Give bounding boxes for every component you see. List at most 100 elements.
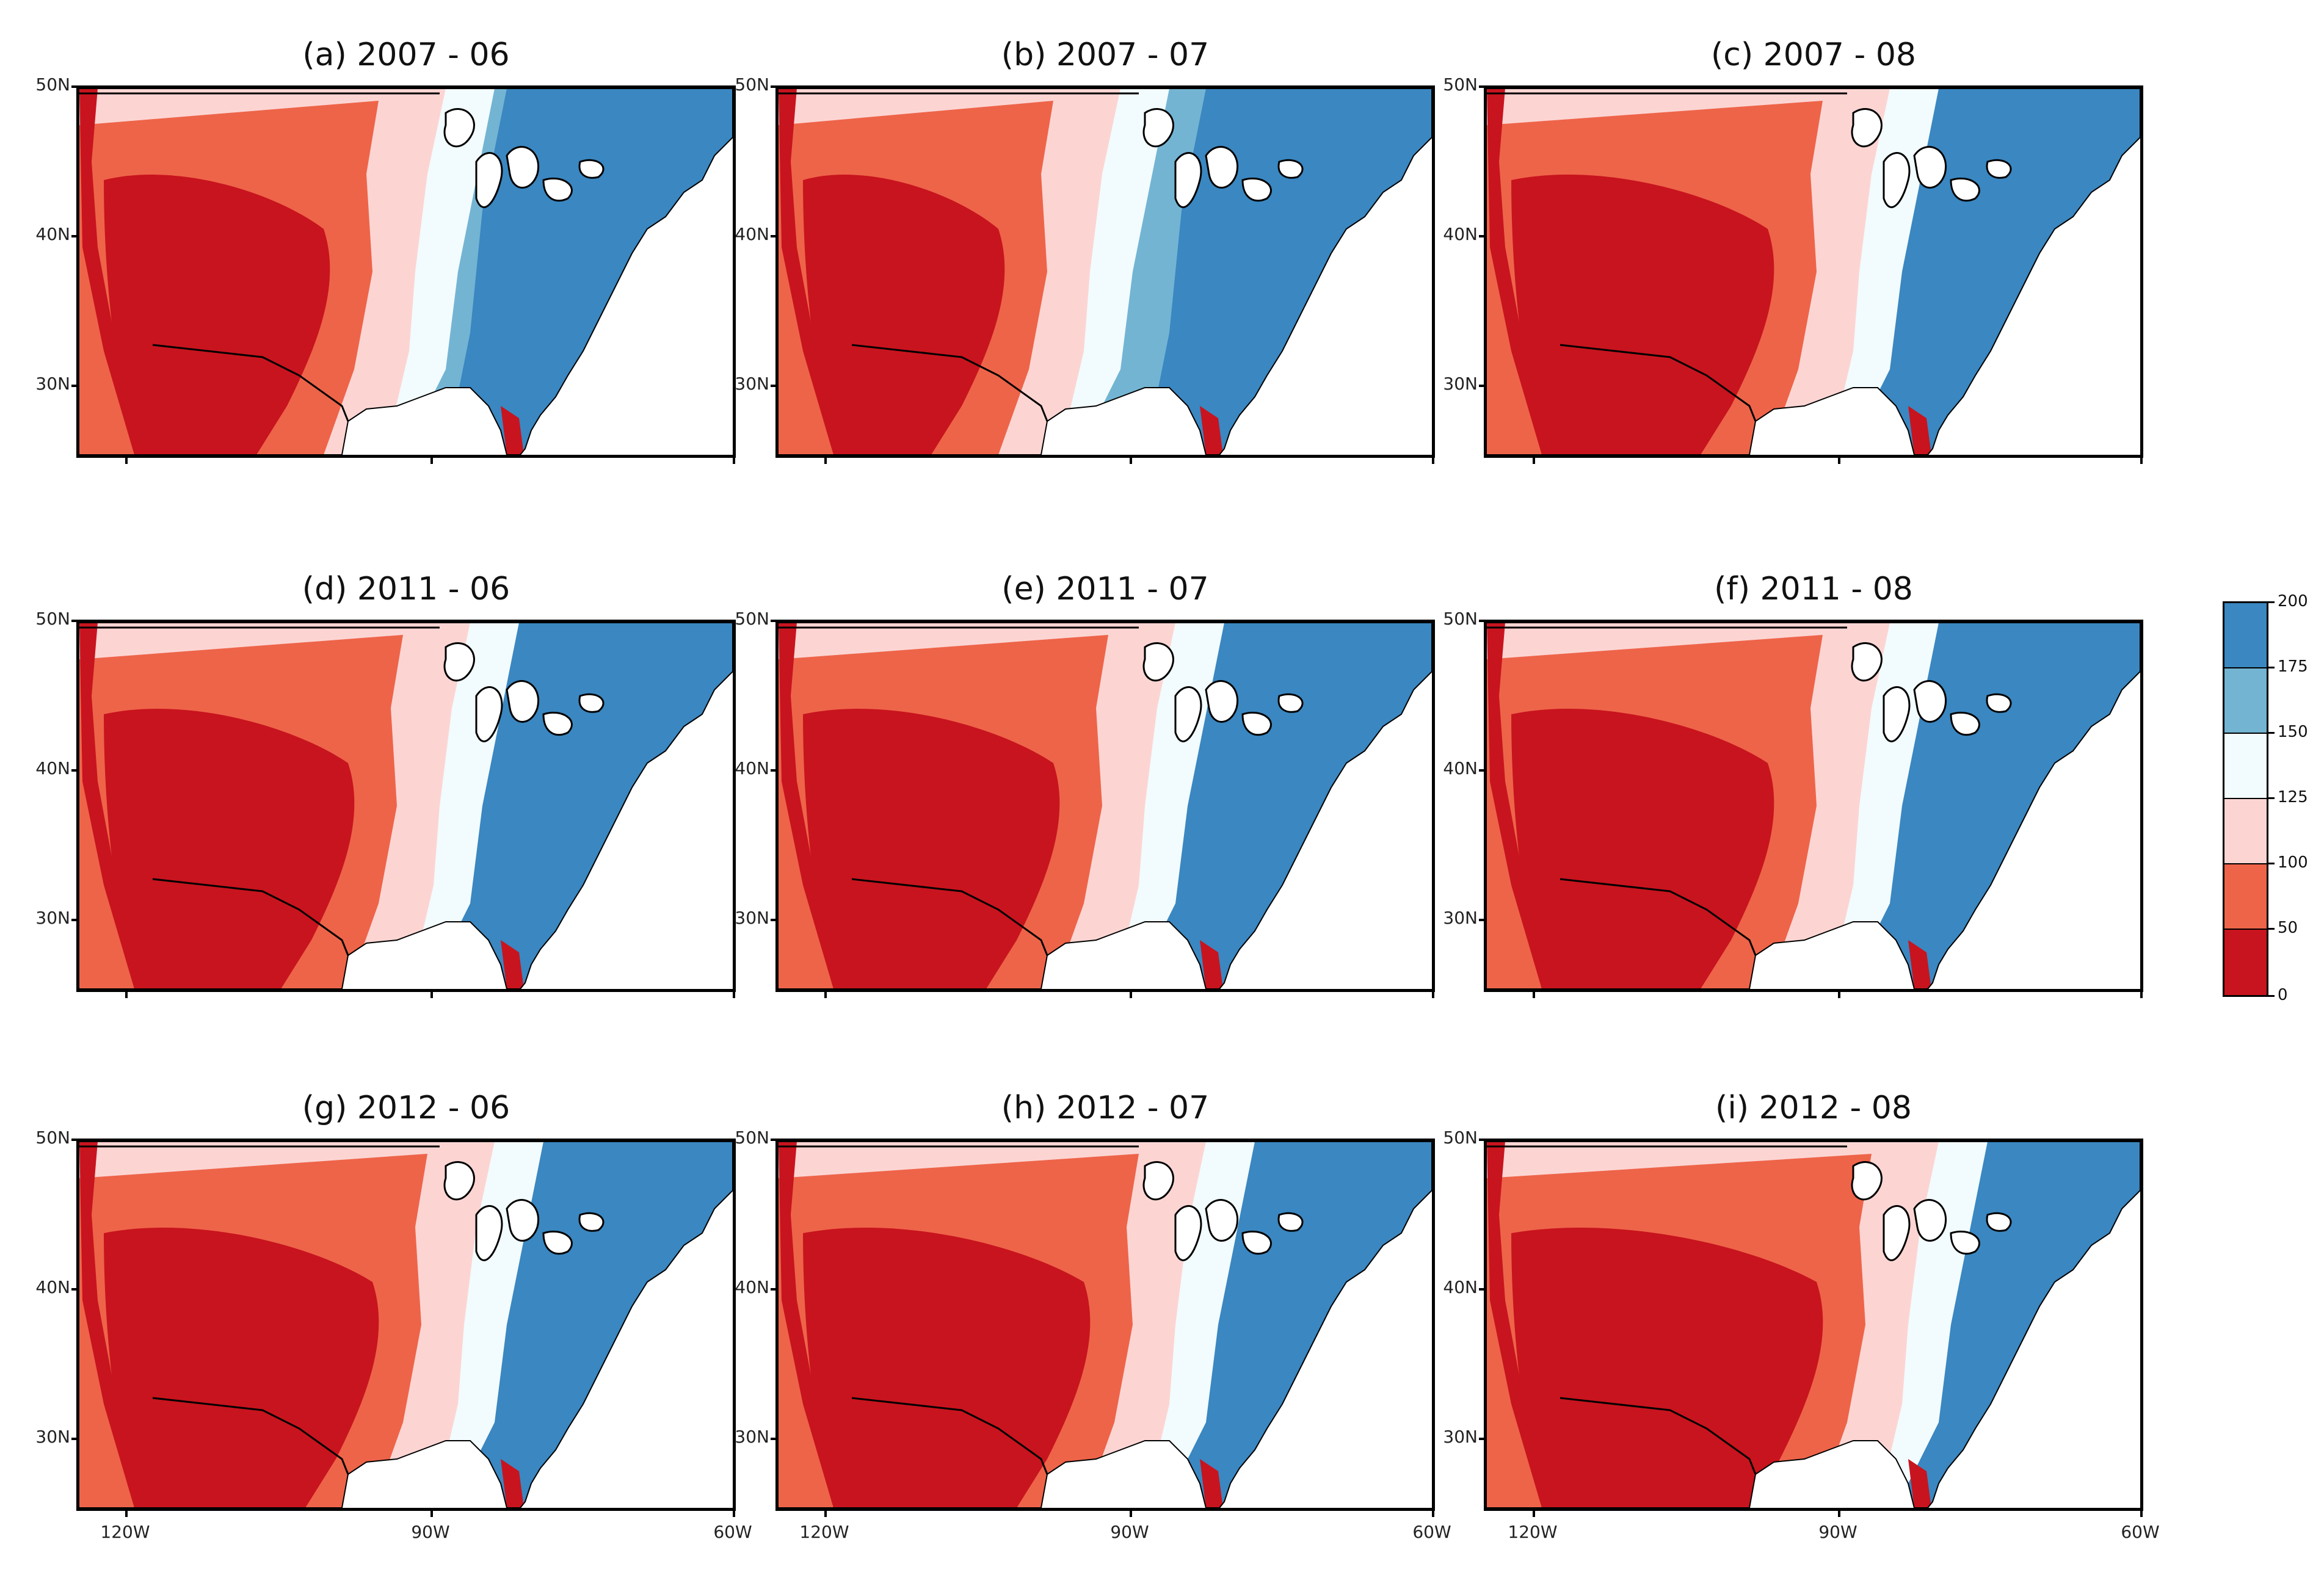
anomaly-map bbox=[1487, 1142, 2140, 1508]
lat-label: 30N bbox=[35, 908, 70, 928]
lon-tick bbox=[1838, 1508, 1840, 1517]
colorbar-label-175: 175 bbox=[2278, 657, 2308, 676]
lon-label: 60W bbox=[2121, 1522, 2160, 1542]
lat-label: 40N bbox=[1443, 1277, 1478, 1297]
coastline bbox=[1487, 1142, 2140, 1508]
great-lake-2 bbox=[1913, 146, 1947, 189]
great-lake-2 bbox=[506, 146, 539, 189]
great-lake-1 bbox=[1174, 152, 1202, 208]
coastline bbox=[79, 623, 733, 989]
lat-label: 30N bbox=[1443, 374, 1478, 394]
lat-label: 50N bbox=[735, 74, 769, 95]
anomaly-contour-3 bbox=[104, 175, 330, 455]
west-coast-strip bbox=[1487, 89, 1560, 455]
lat-tick bbox=[771, 1438, 778, 1440]
lat-tick bbox=[71, 85, 79, 88]
great-lake-2 bbox=[1205, 1199, 1238, 1242]
panel-title: (d) 2011 - 06 bbox=[302, 571, 510, 607]
lon-tick bbox=[1130, 455, 1132, 464]
anomaly-contour-3 bbox=[803, 175, 1005, 455]
west-coast-strip bbox=[779, 623, 852, 989]
lat-tick bbox=[771, 235, 778, 237]
anomaly-map bbox=[79, 89, 733, 455]
lat-label: 30N bbox=[35, 1427, 70, 1447]
lon-label: 120W bbox=[100, 1522, 150, 1542]
lat-tick bbox=[71, 620, 79, 622]
great-lake-0 bbox=[1142, 108, 1174, 148]
panel-title: (h) 2012 - 07 bbox=[1001, 1090, 1210, 1126]
lat-tick bbox=[1479, 620, 1486, 622]
great-lake-4 bbox=[1986, 159, 2012, 179]
anomaly-map bbox=[79, 623, 733, 989]
lon-tick bbox=[430, 990, 433, 998]
lat-tick bbox=[1479, 385, 1486, 387]
lat-label: 40N bbox=[35, 224, 70, 244]
country-border bbox=[779, 92, 1139, 422]
lat-label: 30N bbox=[735, 374, 769, 394]
colorbar-seg-125-150 bbox=[2224, 734, 2267, 799]
great-lake-1 bbox=[1883, 1205, 1911, 1261]
lat-tick bbox=[1479, 85, 1486, 88]
coastline bbox=[79, 89, 733, 455]
lon-tick bbox=[1533, 1508, 1535, 1517]
great-lake-3 bbox=[1241, 177, 1272, 202]
lon-tick bbox=[1130, 990, 1132, 998]
great-lake-0 bbox=[443, 108, 475, 148]
lat-label: 50N bbox=[735, 1128, 769, 1148]
colorbar bbox=[2223, 601, 2268, 997]
anomaly-map bbox=[779, 623, 1432, 989]
lon-tick bbox=[125, 455, 128, 464]
great-lake-4 bbox=[1277, 693, 1304, 713]
colorbar-seg-100-125 bbox=[2224, 799, 2267, 864]
map-panel-b: (b) 2007 - 07 50N 40N 30N bbox=[735, 24, 1435, 507]
lat-tick bbox=[1479, 1288, 1486, 1291]
great-lake-2 bbox=[1205, 146, 1238, 189]
lat-label: 50N bbox=[1443, 74, 1478, 95]
lon-tick bbox=[733, 990, 735, 998]
coastline bbox=[1487, 623, 2140, 989]
lat-tick bbox=[771, 85, 778, 88]
colorbar-label-200: 200 bbox=[2278, 592, 2308, 610]
lon-label: 60W bbox=[1412, 1522, 1451, 1542]
lat-label: 30N bbox=[735, 1427, 769, 1447]
florida-strip bbox=[501, 406, 524, 455]
anomaly-map bbox=[1487, 89, 2140, 455]
lon-tick bbox=[430, 1508, 433, 1517]
lat-label: 40N bbox=[735, 758, 769, 778]
lon-label: 90W bbox=[1110, 1522, 1149, 1542]
great-lake-1 bbox=[1174, 1205, 1202, 1261]
lat-tick bbox=[71, 1139, 79, 1141]
country-border bbox=[779, 1145, 1139, 1475]
lat-tick bbox=[71, 1288, 79, 1291]
florida-strip bbox=[1200, 406, 1223, 455]
great-lake-2 bbox=[506, 680, 539, 723]
panel-title: (i) 2012 - 08 bbox=[1715, 1090, 1912, 1126]
great-lake-0 bbox=[1851, 1161, 1883, 1201]
anomaly-contour-3 bbox=[803, 709, 1060, 989]
coastline bbox=[79, 1142, 733, 1508]
colorbar-seg-150-175 bbox=[2224, 668, 2267, 734]
lat-label: 40N bbox=[35, 758, 70, 778]
map-frame bbox=[775, 620, 1435, 992]
lon-tick bbox=[430, 455, 433, 464]
anomaly-map bbox=[779, 89, 1432, 455]
lon-tick bbox=[1838, 455, 1840, 464]
florida-strip bbox=[501, 1459, 524, 1508]
lon-tick bbox=[2140, 455, 2143, 464]
great-lake-4 bbox=[1986, 1212, 2012, 1232]
map-panel-h: (h) 2012 - 07 50N 40N 30N 120W 90W 60W bbox=[735, 1077, 1451, 1560]
lon-tick bbox=[733, 1508, 735, 1517]
great-lake-3 bbox=[1241, 1230, 1272, 1255]
lat-tick bbox=[771, 620, 778, 622]
lat-tick bbox=[1479, 919, 1486, 921]
great-lake-2 bbox=[506, 1199, 539, 1242]
great-lake-4 bbox=[578, 159, 605, 179]
lat-tick bbox=[1479, 235, 1486, 237]
panel-title: (a) 2007 - 06 bbox=[302, 37, 510, 73]
lon-tick bbox=[1533, 455, 1535, 464]
great-lake-4 bbox=[1277, 1212, 1304, 1232]
panel-title: (b) 2007 - 07 bbox=[1001, 37, 1210, 73]
country-border bbox=[1487, 92, 1847, 422]
lat-label: 40N bbox=[735, 1277, 769, 1297]
country-border bbox=[1487, 1145, 1847, 1475]
